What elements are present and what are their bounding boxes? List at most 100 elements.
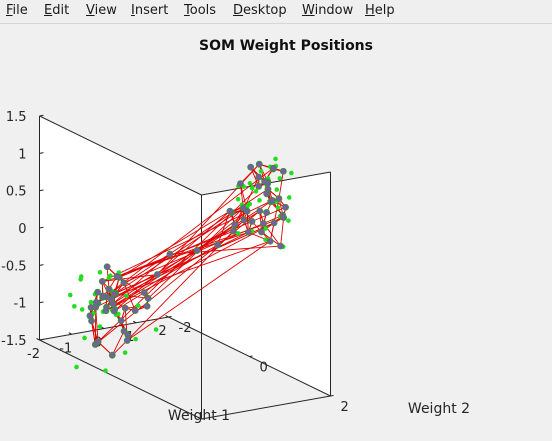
input-point: [277, 176, 283, 181]
neuron-point: [94, 288, 102, 296]
menu-mnemonic: F: [6, 3, 13, 18]
neuron-point: [270, 219, 278, 227]
menu-view[interactable]: View: [86, 3, 117, 18]
som-connection-line: [112, 253, 171, 305]
neuron-point: [258, 228, 265, 236]
neuron-point: [193, 247, 201, 254]
y-tick-label: 0: [260, 361, 268, 376]
neuron-point: [103, 263, 111, 271]
neuron-point: [240, 216, 248, 224]
input-point: [247, 180, 253, 186]
y-tick-label: 2: [341, 400, 349, 415]
input-point: [247, 201, 253, 207]
z-tick-mark: [39, 264, 44, 266]
som-connection-line: [113, 292, 145, 312]
input-point: [82, 335, 87, 341]
som-connection-line: [96, 240, 271, 303]
input-point: [273, 156, 278, 162]
neuron-point: [123, 337, 131, 344]
neuron-point: [121, 304, 129, 312]
z-tick-label: 1.5: [6, 110, 27, 125]
som-connection-line: [280, 217, 285, 247]
input-point: [274, 187, 280, 192]
som-connection-line: [250, 166, 260, 187]
som-connection-line: [233, 176, 260, 232]
x-tick-label: 2: [158, 324, 166, 339]
menu-label-rest: elp: [374, 3, 395, 18]
menu-help[interactable]: Help: [365, 3, 395, 18]
menu-edit[interactable]: Edit: [44, 3, 69, 18]
z-tick-mark: [39, 301, 44, 304]
menu-mnemonic: V: [86, 3, 95, 18]
neuron-point: [214, 241, 222, 249]
x-tick-mark: [133, 320, 137, 324]
menu-label-rest: nsert: [134, 3, 169, 18]
neuron-point: [110, 290, 118, 298]
som-connection-line: [119, 206, 286, 278]
neuron-point: [279, 211, 287, 219]
neuron-point: [117, 317, 125, 325]
menu-mnemonic: D: [233, 3, 244, 18]
input-point: [289, 170, 294, 176]
neuron-point: [120, 327, 128, 335]
neuron-point: [226, 207, 234, 215]
input-point: [78, 274, 84, 279]
neuron-point: [255, 173, 263, 181]
z-tick-label: -1: [14, 297, 27, 312]
axes-box-edge: [201, 395, 331, 420]
menu-insert[interactable]: Insert: [131, 3, 168, 18]
neuron-point: [110, 307, 118, 315]
som-connection-line: [126, 240, 271, 341]
menu-mnemonic: W: [302, 3, 315, 18]
input-point: [249, 185, 255, 191]
neuron-point: [247, 163, 255, 171]
menu-label-rest: iew: [94, 3, 117, 18]
menu-bar: File Edit View Insert Tools Desktop Window Help: [0, 0, 552, 24]
neuron-point: [144, 294, 152, 302]
y-axis-label: Weight 2: [408, 401, 470, 417]
input-point: [153, 327, 159, 332]
neuron-point: [263, 209, 270, 216]
neuron-point: [256, 207, 264, 215]
som-connection-line: [116, 230, 234, 277]
neuron-point: [269, 197, 276, 204]
input-point: [124, 293, 129, 299]
neuron-point: [248, 218, 256, 225]
axes-box-edge: [39, 339, 202, 420]
som-connection-line: [105, 222, 275, 312]
input-point: [236, 231, 241, 236]
neuron-point: [243, 207, 251, 215]
menu-file[interactable]: File: [6, 3, 28, 18]
neuron-point: [107, 295, 115, 303]
neuron-point: [131, 307, 139, 314]
neuron-point: [113, 272, 121, 280]
neuron-point: [277, 242, 284, 250]
menu-window[interactable]: Window: [302, 3, 353, 18]
neuron-point: [231, 221, 239, 229]
som-connection-line: [95, 231, 249, 308]
som-connection-line: [111, 330, 125, 356]
neuron-point: [255, 160, 263, 168]
neuron-point: [166, 250, 174, 258]
neuron-point: [230, 227, 237, 235]
input-point: [263, 237, 268, 243]
menu-desktop[interactable]: Desktop: [233, 3, 287, 18]
input-point: [133, 336, 138, 342]
som-connection-line: [246, 211, 249, 233]
menu-tools[interactable]: Tools: [184, 3, 216, 18]
neuron-point: [153, 271, 161, 278]
neuron-point: [99, 292, 107, 300]
som-connection-line: [105, 244, 218, 312]
neuron-point: [237, 180, 244, 187]
y-tick-label: -2: [179, 321, 192, 336]
som-connection-line: [118, 210, 231, 278]
neuron-point: [269, 164, 277, 172]
som-connection-line: [111, 340, 128, 356]
neuron-weights: [86, 160, 289, 359]
input-point: [286, 195, 292, 200]
neuron-point: [266, 237, 274, 245]
axes-background: [39, 115, 331, 397]
neuron-point: [86, 312, 94, 320]
som-connection-line: [91, 320, 99, 342]
